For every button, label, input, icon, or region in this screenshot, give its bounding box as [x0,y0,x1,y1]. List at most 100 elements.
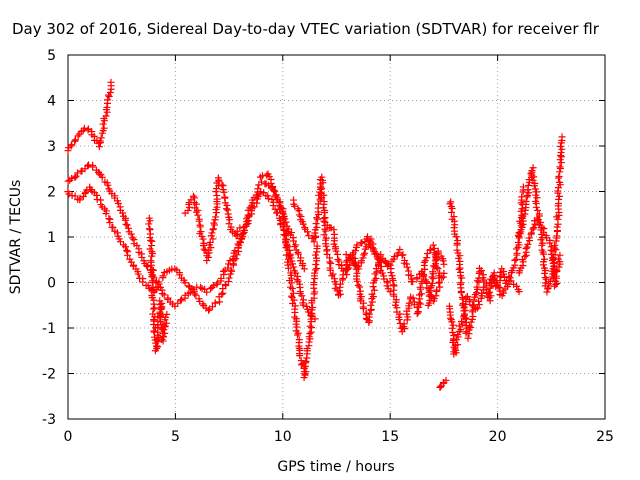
data-point [159,272,167,280]
data-point [208,303,216,311]
x-tick-label: 0 [64,429,73,445]
data-point [139,278,147,286]
data-point [332,247,340,255]
data-point [495,284,503,292]
data-point [533,217,541,225]
data-point [301,371,309,379]
data-point [290,296,298,304]
data-point [72,172,80,180]
data-point [496,268,504,276]
data-point [392,298,400,306]
data-point [415,299,423,307]
data-point [210,281,218,289]
data-point [163,319,171,327]
data-point [442,376,450,384]
data-point [119,209,127,217]
data-point [318,194,326,202]
data-point [80,124,88,132]
data-point [208,229,216,237]
data-point [209,235,217,243]
data-point [323,250,331,258]
data-point [293,276,301,284]
y-tick-label: 2 [47,185,56,201]
data-point [311,288,319,296]
data-point [421,257,429,265]
data-point [343,270,351,278]
data-point [375,253,383,261]
data-point [435,279,443,287]
data-point [247,202,255,210]
data-point [74,169,82,177]
data-point [151,304,159,312]
data-point [386,261,394,269]
data-point [432,292,440,300]
y-tick-label: -3 [42,412,56,428]
data-point [368,290,376,298]
data-point [225,274,233,282]
data-point [353,277,361,285]
data-point [364,233,372,241]
data-point [407,272,415,280]
data-point [158,304,166,312]
data-point [458,274,466,282]
x-tick-label: 5 [171,429,180,445]
data-point [460,304,468,312]
data-point [556,251,564,259]
data-point [518,223,526,231]
data-point [358,239,366,247]
data-point [155,278,163,286]
data-point [100,124,108,132]
data-point [127,230,135,238]
data-point [420,272,428,280]
data-point [511,256,519,264]
data-point [162,313,170,321]
data-point [65,190,73,198]
data-points [64,78,566,391]
data-point [522,245,530,253]
data-point [192,208,200,216]
data-point [284,246,292,254]
data-point [492,279,500,287]
data-point [336,290,344,298]
data-point [123,246,131,254]
data-point [372,274,380,282]
data-point [148,273,156,281]
data-point [311,251,319,259]
data-point [327,259,335,267]
data-point [223,201,231,209]
data-point [336,280,344,288]
data-point [298,292,306,300]
data-point [319,179,327,187]
data-point [484,293,492,301]
data-point [280,225,288,233]
data-point [440,260,448,268]
data-point [210,219,218,227]
x-tick-label: 25 [596,429,614,445]
data-point [189,192,197,200]
data-point [272,192,280,200]
data-point [296,352,304,360]
data-point [267,179,275,187]
data-point [291,313,299,321]
data-point [448,318,456,326]
data-point [530,182,538,190]
data-point [273,209,281,217]
data-point [149,305,157,313]
data-point [549,247,557,255]
data-point [146,217,154,225]
data-point [195,217,203,225]
data-point [454,341,462,349]
data-point [542,275,550,283]
data-point [181,291,189,299]
data-point [447,314,455,322]
data-point [475,300,483,308]
data-point [343,265,351,273]
data-point [294,277,302,285]
data-point [254,185,262,193]
data-point [449,329,457,337]
data-point [409,294,417,302]
x-tick-label: 20 [489,429,507,445]
data-point [268,185,276,193]
data-point [462,294,470,302]
data-point [469,312,477,320]
